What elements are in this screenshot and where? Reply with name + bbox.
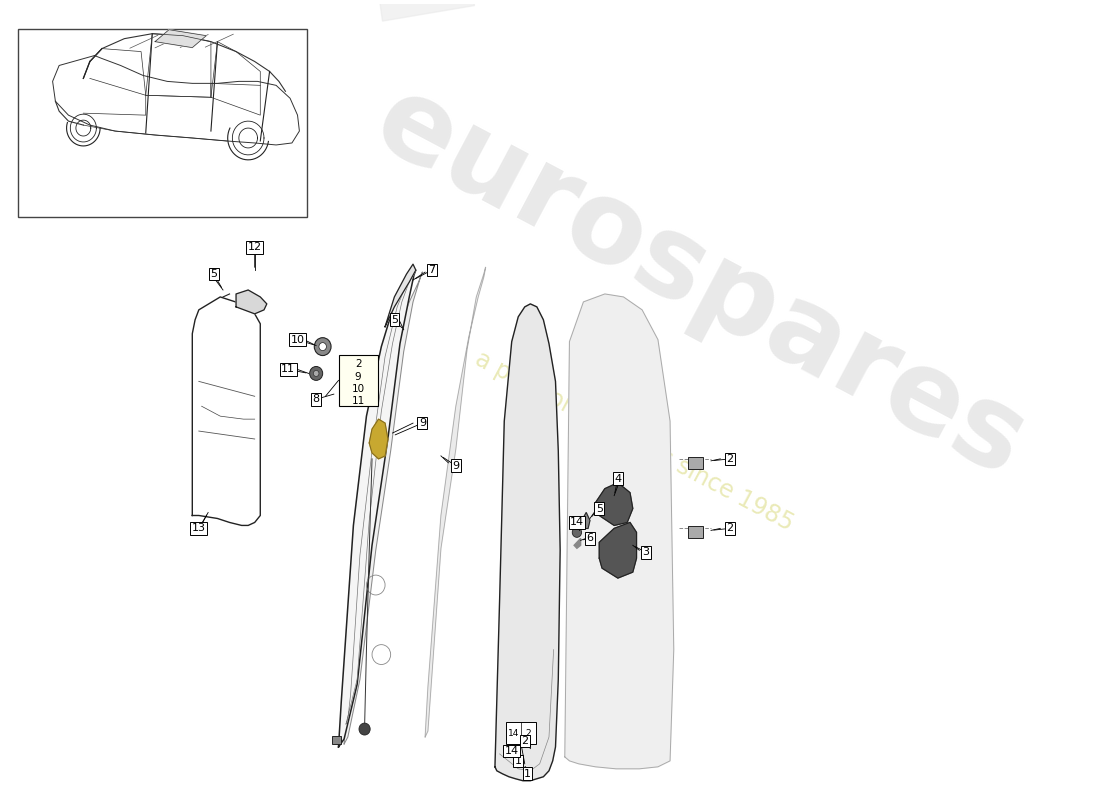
Text: 14: 14 <box>570 518 584 527</box>
Text: 2: 2 <box>526 729 531 738</box>
Polygon shape <box>425 267 485 737</box>
Text: 12: 12 <box>248 242 262 252</box>
Text: 10: 10 <box>290 334 305 345</box>
Polygon shape <box>574 538 581 548</box>
Bar <box>688 526 703 538</box>
Polygon shape <box>581 513 590 529</box>
Circle shape <box>319 342 327 350</box>
Text: 14: 14 <box>508 729 519 738</box>
Text: 8: 8 <box>312 394 320 404</box>
Polygon shape <box>339 270 416 747</box>
Text: 9: 9 <box>355 372 362 382</box>
Bar <box>339 354 377 406</box>
Bar <box>19 29 307 218</box>
Polygon shape <box>236 290 267 314</box>
Polygon shape <box>385 264 416 326</box>
Circle shape <box>309 366 322 380</box>
Circle shape <box>572 527 582 538</box>
Text: a passion for parts since 1985: a passion for parts since 1985 <box>472 346 798 535</box>
Text: 1: 1 <box>524 769 531 778</box>
Text: 5: 5 <box>210 269 217 279</box>
Text: 5: 5 <box>390 314 398 325</box>
Text: 13: 13 <box>191 523 206 534</box>
Text: 2: 2 <box>726 523 734 534</box>
Text: 5: 5 <box>596 503 603 514</box>
Bar <box>332 736 341 744</box>
Text: 2: 2 <box>521 736 528 746</box>
Text: 7: 7 <box>428 265 436 275</box>
Polygon shape <box>564 294 674 769</box>
Text: 6: 6 <box>586 534 593 543</box>
Polygon shape <box>600 522 637 578</box>
Text: 10: 10 <box>352 384 364 394</box>
Polygon shape <box>155 30 207 47</box>
Bar <box>688 457 703 469</box>
Text: 2: 2 <box>355 359 362 370</box>
Text: 14: 14 <box>505 746 519 756</box>
Text: 9: 9 <box>419 418 426 428</box>
Text: 11: 11 <box>282 365 295 374</box>
Polygon shape <box>370 419 388 459</box>
Circle shape <box>315 338 331 355</box>
Circle shape <box>314 370 319 377</box>
Bar <box>506 722 536 744</box>
Text: 9: 9 <box>452 461 460 471</box>
Polygon shape <box>495 304 560 781</box>
Text: 1: 1 <box>515 756 521 766</box>
Text: 4: 4 <box>614 474 622 484</box>
Circle shape <box>359 723 371 735</box>
Polygon shape <box>344 272 422 744</box>
Text: 3: 3 <box>642 547 649 558</box>
Polygon shape <box>374 0 978 21</box>
Text: 11: 11 <box>351 396 365 406</box>
Polygon shape <box>595 482 632 526</box>
Text: eurospares: eurospares <box>355 64 1044 500</box>
Text: 2: 2 <box>726 454 734 464</box>
